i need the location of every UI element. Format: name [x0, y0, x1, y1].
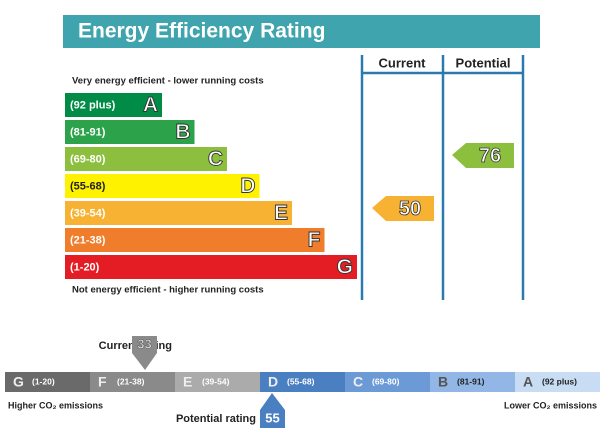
scale-letter: G: [13, 374, 24, 390]
potential-pointer: [260, 393, 285, 428]
scale-range: (1-20): [32, 376, 55, 386]
potential-rating-value: 55: [265, 410, 279, 425]
current-value: 50: [399, 198, 421, 220]
scale-band: [345, 372, 430, 392]
potential-value: 76: [479, 145, 501, 167]
band-range: (92 plus): [70, 99, 116, 111]
potential-arrow: [452, 143, 514, 168]
rating-band: [65, 147, 227, 171]
scale-letter: C: [353, 374, 363, 390]
scale-band: [260, 372, 345, 392]
right-note: Lower CO₂ emissions: [504, 400, 597, 410]
current-pointer: [132, 336, 157, 370]
potential-rating-label: Potential rating: [176, 413, 256, 425]
scale-range: (55-68): [287, 376, 315, 386]
rating-band: [65, 93, 162, 117]
scale-range: (81-91): [457, 376, 485, 386]
band-letter: C: [208, 148, 223, 171]
scale-letter: F: [98, 374, 107, 390]
scale-band: [430, 372, 515, 392]
column-header: Current: [379, 55, 427, 70]
scale-letter: E: [183, 374, 192, 390]
band-range: (55-68): [70, 180, 106, 192]
bottom-note: Not energy efficient - higher running co…: [72, 285, 264, 296]
scale-band: [90, 372, 175, 392]
rating-band: [65, 255, 357, 279]
band-range: (69-80): [70, 153, 106, 165]
title: Energy Efficiency Rating: [78, 20, 325, 43]
band-range: (1-20): [70, 261, 100, 273]
band-letter: B: [175, 121, 190, 144]
current-arrow: [372, 196, 434, 221]
band-letter: E: [274, 202, 288, 225]
top-note: Very energy efficient - lower running co…: [72, 76, 264, 87]
band-range: (81-91): [70, 126, 106, 138]
scale-band: [5, 372, 90, 392]
scale-range: (69-80): [372, 376, 400, 386]
title-bar: [63, 15, 540, 48]
rating-band: [65, 120, 195, 144]
band-letter: A: [143, 94, 158, 117]
scale-range: (21-38): [117, 376, 145, 386]
scale-letter: B: [438, 374, 448, 390]
rating-band: [65, 174, 260, 198]
band-letter: D: [240, 175, 255, 198]
band-range: (39-54): [70, 207, 106, 219]
band-letter: F: [308, 229, 321, 252]
table-frame: [360, 55, 525, 300]
rating-band: [65, 201, 292, 225]
scale-range: (39-54): [202, 376, 230, 386]
band-range: (21-38): [70, 234, 106, 246]
band-letter: G: [337, 256, 353, 279]
scale-band: [175, 372, 260, 392]
scale-band: [515, 372, 600, 392]
scale-letter: D: [268, 374, 278, 390]
scale-range: (92 plus): [542, 376, 577, 386]
column-header: Potential: [456, 55, 511, 70]
left-note: Higher CO₂ emissions: [8, 400, 103, 410]
current-rating-value: 33: [137, 336, 151, 351]
scale-letter: A: [523, 374, 533, 390]
rating-band: [65, 228, 325, 252]
